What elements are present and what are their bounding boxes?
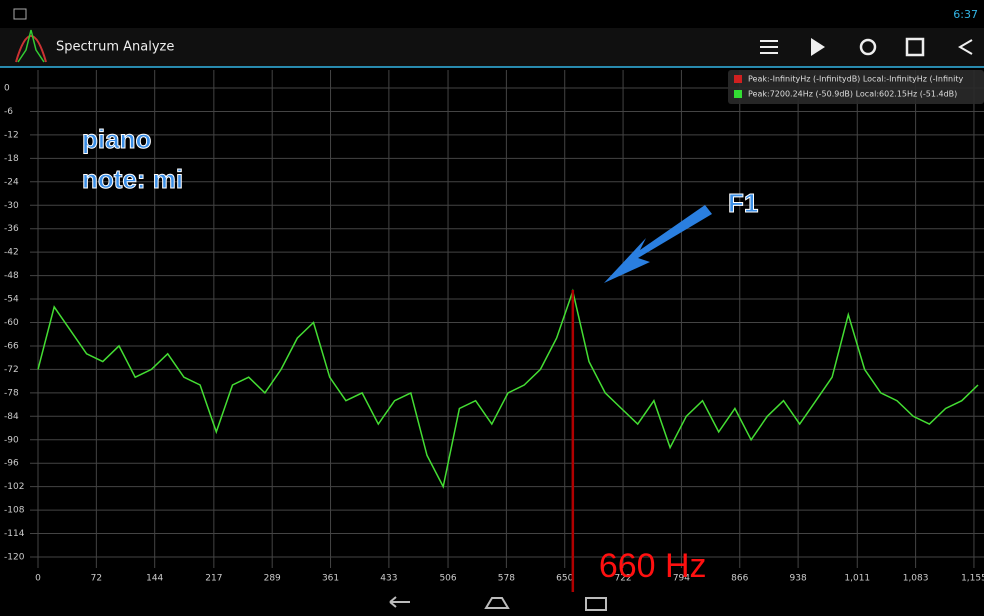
y-tick-label: 0 <box>4 84 10 94</box>
y-tick-label: -102 <box>4 482 24 492</box>
annotation: piano <box>82 124 151 154</box>
legend-box <box>728 70 984 104</box>
y-tick-label: -72 <box>4 365 19 375</box>
x-tick-label: 361 <box>322 574 339 584</box>
nav-bar <box>389 596 607 611</box>
toolbar <box>760 37 973 57</box>
share-button[interactable] <box>958 39 973 55</box>
x-tick-label: 506 <box>439 574 456 584</box>
y-tick-label: -78 <box>4 388 19 398</box>
y-tick-label: -18 <box>4 154 19 164</box>
x-tick-label: 938 <box>790 574 807 584</box>
plot: 0 -6 -12 -18 -24 -30 -36 -42 -48 -54 -60 -66 -72 -78 -… <box>4 70 984 592</box>
x-tick-label: 794 <box>673 574 690 584</box>
legend-swatch <box>734 90 742 98</box>
x-tick-label: 578 <box>498 574 515 584</box>
app-icon <box>15 35 47 63</box>
legend-swatch <box>734 75 742 83</box>
y-tick-label: -36 <box>4 224 19 234</box>
save-button[interactable] <box>905 37 925 57</box>
x-tick-label: 289 <box>264 574 281 584</box>
status-icon <box>13 8 27 20</box>
x-tick-label: 650 <box>556 574 573 584</box>
y-tick-label: -48 <box>4 271 19 281</box>
x-tick-label: 1,155 <box>961 574 984 584</box>
y-tick-label: -12 <box>4 130 19 140</box>
app-title: Spectrum Analyze <box>56 40 174 55</box>
legend-text: Peak:-InfinityHz (-InfinitydB) Local:-In… <box>748 75 963 84</box>
y-tick-label: -24 <box>4 177 19 187</box>
y-tick-label: -42 <box>4 248 19 258</box>
annotation: F1 <box>728 188 758 218</box>
y-tick-label: -120 <box>4 553 25 563</box>
back-button[interactable] <box>389 596 410 608</box>
x-tick-label: 1,083 <box>903 574 929 584</box>
y-tick-label: -114 <box>4 529 25 539</box>
refresh-button[interactable] <box>859 38 877 56</box>
app-icon-line <box>17 29 45 63</box>
y-tick-label: -54 <box>4 295 19 305</box>
x-tick-label: 0 <box>35 574 41 584</box>
settings-button[interactable] <box>760 40 778 54</box>
annotation: note: mi <box>82 164 183 194</box>
home-button[interactable] <box>484 597 510 609</box>
play-button[interactable] <box>811 38 825 56</box>
marker-label: 660 Hz <box>599 547 707 585</box>
y-tick-label: -6 <box>4 107 13 117</box>
x-tick-label: 1,011 <box>844 574 870 584</box>
y-tick-label: -96 <box>4 459 19 469</box>
x-tick-label: 144 <box>146 574 163 584</box>
legend-text: Peak:7200.24Hz (-50.9dB) Local:602.15Hz … <box>748 90 957 99</box>
y-tick-label: -60 <box>4 318 19 328</box>
x-tick-label: 217 <box>205 574 222 584</box>
annotation-arrow <box>604 205 712 283</box>
x-tick-label: 72 <box>91 574 102 584</box>
spectrum-line <box>37 288 979 489</box>
clock: 6:37 <box>953 8 978 21</box>
y-tick-label: -84 <box>4 412 19 422</box>
recents-button[interactable] <box>585 597 607 611</box>
x-tick-label: 866 <box>731 574 748 584</box>
status-bar <box>0 0 984 28</box>
y-tick-label: -90 <box>4 435 19 445</box>
y-tick-label: -66 <box>4 341 19 351</box>
y-tick-label: -108 <box>4 506 25 516</box>
x-tick-label: 433 <box>380 574 397 584</box>
y-tick-label: -30 <box>4 201 19 211</box>
x-tick-label: 722 <box>614 574 631 584</box>
